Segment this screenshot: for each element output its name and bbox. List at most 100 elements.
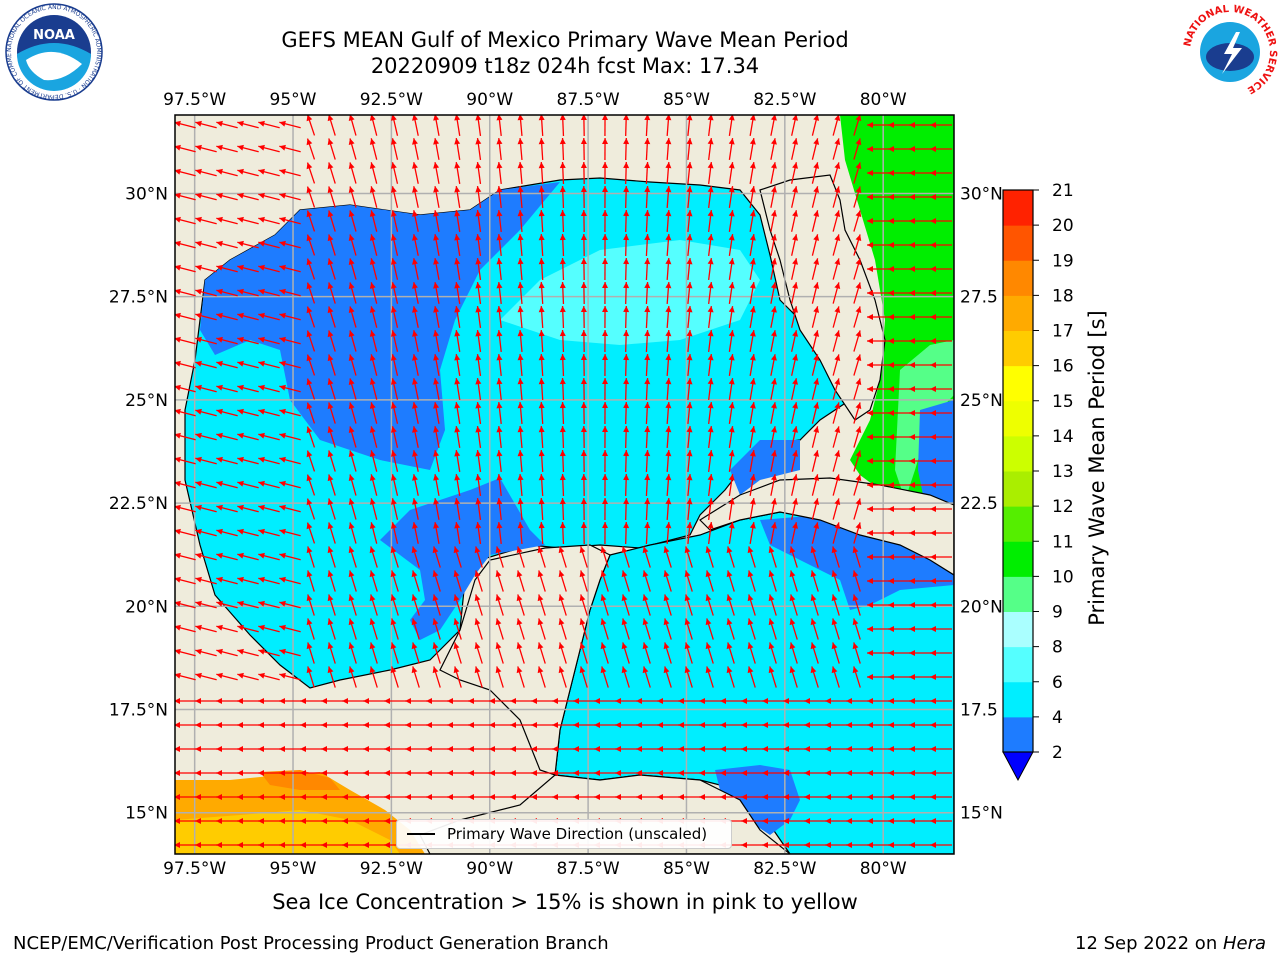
wave-arrow: [909, 554, 931, 560]
wave-arrow: [279, 288, 301, 297]
mid-period-central: [500, 240, 760, 345]
wave-arrow: [665, 305, 672, 329]
wave-arrow: [642, 618, 651, 640]
wave-arrow: [623, 305, 630, 329]
wave-arrow: [832, 474, 841, 496]
wave-arrow: [686, 497, 693, 521]
wave-arrow: [327, 306, 336, 328]
wave-arrow: [623, 281, 630, 305]
wave-arrow: [496, 401, 503, 425]
wave-arrow: [453, 666, 462, 688]
wave-arrow: [684, 570, 693, 592]
wave-arrow: [791, 234, 798, 256]
wave-arrow: [538, 137, 545, 161]
wave-arrow: [686, 377, 693, 401]
wave-arrow: [930, 626, 952, 632]
wave-arrow: [930, 314, 952, 320]
wave-arrow: [454, 306, 461, 328]
wave-arrow: [433, 162, 440, 184]
wave-arrow: [636, 722, 658, 728]
wave-arrow: [342, 770, 364, 776]
wave-arrow: [663, 618, 672, 640]
wave-arrow: [770, 354, 777, 376]
wave-arrow: [537, 666, 546, 688]
wave-arrow: [411, 618, 420, 640]
wave-arrow: [832, 210, 841, 232]
wave-arrow: [369, 426, 378, 448]
wave-arrow: [489, 770, 511, 776]
wave-arrow: [810, 618, 819, 640]
wave-arrow: [741, 842, 763, 848]
wave-arrow: [684, 618, 693, 640]
wave-arrow: [489, 722, 511, 728]
wave-arrow: [665, 185, 672, 209]
wave-arrow: [216, 216, 238, 225]
wave-arrow: [644, 449, 651, 473]
wave-arrow: [888, 338, 910, 344]
wave-arrow: [789, 594, 798, 616]
wave-arrow: [489, 698, 511, 704]
wave-arrow: [728, 282, 735, 304]
wave-arrow: [867, 314, 889, 320]
wave-arrow: [573, 746, 595, 752]
wave-arrow: [300, 794, 322, 800]
wave-arrow: [909, 314, 931, 320]
wave-arrow: [405, 722, 427, 728]
wave-arrow: [636, 794, 658, 800]
wave-arrow: [636, 770, 658, 776]
wave-arrow: [559, 305, 566, 329]
wave-arrow: [930, 770, 952, 776]
wave-arrow: [686, 137, 693, 161]
wave-arrow: [538, 115, 545, 137]
wave-arrow: [559, 115, 566, 137]
wave-arrow: [686, 185, 693, 209]
wave-arrow: [517, 473, 524, 497]
wave-arrow: [623, 115, 630, 137]
wave-arrow: [342, 722, 364, 728]
wave-arrow: [306, 330, 316, 352]
wave-arrow: [811, 426, 820, 448]
wave-arrow: [791, 474, 798, 496]
wave-arrow: [412, 162, 419, 184]
wave-arrow: [369, 666, 378, 688]
wave-arrow: [279, 722, 301, 728]
wave-arrow: [538, 281, 545, 305]
wave-arrow: [909, 266, 931, 272]
wave-arrow: [300, 746, 322, 752]
wave-arrow: [623, 353, 630, 377]
wave-arrow: [852, 594, 861, 616]
lat-tick-left: 20°N: [125, 597, 168, 617]
wave-arrow: [306, 378, 316, 400]
wave-arrow: [888, 578, 910, 584]
wave-arrow: [369, 162, 378, 184]
wave-arrow: [749, 115, 756, 136]
wave-arrow: [258, 672, 280, 681]
wave-arrow: [475, 450, 482, 472]
wave-arrow: [279, 480, 301, 489]
wave-arrow: [602, 473, 609, 497]
wave-arrow: [621, 642, 630, 664]
wave-arrow: [348, 186, 357, 208]
wave-arrow: [888, 386, 910, 392]
wave-arrow: [686, 281, 693, 305]
wave-arrow: [279, 312, 301, 321]
wave-arrow: [580, 209, 587, 233]
wave-arrow: [390, 474, 399, 496]
wave-arrow: [663, 666, 672, 688]
wave-arrow: [665, 209, 672, 233]
wave-arrow: [496, 473, 503, 497]
wave-arrow: [495, 546, 504, 568]
wave-arrow: [580, 497, 587, 521]
wave-arrow: [216, 264, 238, 273]
wave-arrow: [644, 161, 651, 185]
wave-arrow: [474, 546, 483, 568]
wave-arrow: [327, 594, 336, 616]
wave-arrow: [175, 240, 196, 249]
wave-arrow: [433, 450, 440, 472]
lon-tick-top: 92.5°W: [360, 90, 423, 110]
wave-arrow: [888, 602, 910, 608]
wave-arrow: [175, 168, 196, 177]
wave-arrow: [686, 401, 693, 425]
wave-arrow: [175, 722, 196, 728]
wave-arrow: [496, 161, 503, 185]
